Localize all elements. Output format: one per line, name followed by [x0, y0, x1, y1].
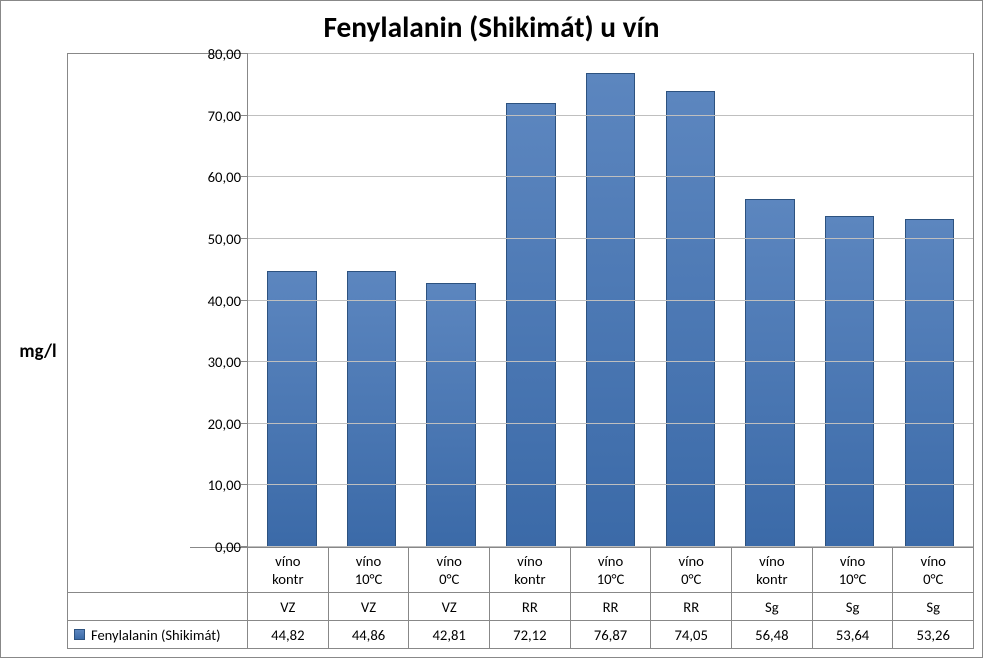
- y-tick-mark: [241, 484, 247, 485]
- category-cell-treatment: vínokontr: [732, 548, 813, 592]
- category-cell-variety: VZ: [248, 593, 329, 620]
- y-tick-mark: [241, 115, 247, 116]
- bar-slot: [650, 54, 730, 547]
- grid-line: [248, 361, 973, 362]
- value-cell: 74,05: [651, 621, 732, 648]
- y-tick-mark: [241, 53, 247, 54]
- value-cell: 42,81: [409, 621, 490, 648]
- y-tick-mark: [241, 546, 247, 547]
- bar-slot: [411, 54, 491, 547]
- value-cell: 53,64: [813, 621, 894, 648]
- data-table: vínokontrvíno10°Cvíno0°Cvínokontrvíno10°…: [68, 548, 973, 648]
- grid-line: [248, 176, 973, 177]
- y-tick-mark: [241, 361, 247, 362]
- value-cell: 56,48: [732, 621, 813, 648]
- grid-line: [248, 300, 973, 301]
- chart-body: mg/l 0,00 10,00 20,00 30,00 40,00 50,00 60,00 7…: [9, 53, 974, 649]
- grid-line: [248, 238, 973, 239]
- grid-line: [248, 546, 973, 547]
- bar: [745, 199, 794, 547]
- series-legend: Fenylalanin (Shikimát): [68, 621, 248, 648]
- bar: [347, 271, 396, 547]
- y-tick-mark: [241, 238, 247, 239]
- y-tick-label: 80,00: [208, 45, 241, 63]
- category-cell-variety: RR: [571, 593, 652, 620]
- category-cell-treatment: vínokontr: [248, 548, 329, 592]
- bar: [666, 91, 715, 547]
- category-cell-treatment: víno10°C: [813, 548, 894, 592]
- value-row: Fenylalanin (Shikimát) 44,8244,8642,8172…: [68, 620, 973, 648]
- y-tick-label: 50,00: [208, 230, 241, 248]
- y-tick-label: 40,00: [208, 292, 241, 310]
- grid-line: [248, 53, 973, 54]
- bar-slot: [491, 54, 571, 547]
- plot-region: 0,0010,0020,0030,0040,0050,0060,0070,008…: [190, 54, 973, 548]
- value-cell: 44,86: [329, 621, 410, 648]
- y-tick-label: 60,00: [208, 168, 241, 186]
- y-tick-label: 10,00: [208, 476, 241, 494]
- bar: [586, 73, 635, 547]
- y-tick-mark: [241, 300, 247, 301]
- category-cell-variety: RR: [490, 593, 571, 620]
- chart-frame: Fenylalanin (Shikimát) u vín mg/l 0,00 10…: [0, 0, 983, 658]
- bar-slot: [252, 54, 332, 547]
- category-cell-variety: VZ: [329, 593, 410, 620]
- value-cell: 76,87: [571, 621, 652, 648]
- category-cell-treatment: víno10°C: [571, 548, 652, 592]
- category-cell-treatment: víno0°C: [409, 548, 490, 592]
- value-cell: 44,82: [248, 621, 329, 648]
- series-name-label: Fenylalanin (Shikimát): [91, 626, 221, 644]
- bar-slot: [810, 54, 890, 547]
- y-tick-mark: [241, 423, 247, 424]
- category-row-variety: VZVZVZRRRRRRSgSgSg: [68, 592, 973, 620]
- grid-line: [248, 115, 973, 116]
- category-cell-variety: RR: [651, 593, 732, 620]
- bar: [426, 283, 475, 547]
- category-cell-variety: Sg: [893, 593, 973, 620]
- table-row-spacer: [68, 593, 248, 620]
- category-cell-treatment: víno0°C: [651, 548, 732, 592]
- bar: [506, 103, 555, 547]
- category-cell-treatment: víno0°C: [893, 548, 973, 592]
- category-row-treatment: vínokontrvíno10°Cvíno0°Cvínokontrvíno10°…: [68, 548, 973, 592]
- y-tick-column: 0,0010,0020,0030,0040,0050,0060,0070,008…: [190, 54, 248, 547]
- bars-area: [248, 54, 973, 547]
- bar-slot: [571, 54, 651, 547]
- bar: [825, 216, 874, 547]
- category-cell-treatment: víno10°C: [329, 548, 410, 592]
- bar-slot: [730, 54, 810, 547]
- y-tick-label: 30,00: [208, 353, 241, 371]
- grid-line: [248, 484, 973, 485]
- y-tick-label: 20,00: [208, 415, 241, 433]
- category-cell-variety: Sg: [732, 593, 813, 620]
- y-tick-label: 0,00: [215, 538, 241, 556]
- y-tick-mark: [241, 176, 247, 177]
- value-cell: 72,12: [490, 621, 571, 648]
- value-cell: 53,26: [893, 621, 973, 648]
- grid-line: [248, 423, 973, 424]
- y-axis-label: mg/l: [9, 53, 67, 649]
- plot-and-table: 0,0010,0020,0030,0040,0050,0060,0070,008…: [67, 53, 974, 649]
- chart-title: Fenylalanin (Shikimát) u vín: [9, 9, 974, 45]
- bar: [905, 219, 954, 547]
- category-cell-variety: VZ: [409, 593, 490, 620]
- legend-swatch-icon: [74, 629, 85, 640]
- category-cell-variety: Sg: [813, 593, 894, 620]
- bar: [267, 271, 316, 547]
- category-cell-treatment: vínokontr: [490, 548, 571, 592]
- bar-slot: [332, 54, 412, 547]
- bar-slot: [889, 54, 969, 547]
- y-tick-label: 70,00: [208, 107, 241, 125]
